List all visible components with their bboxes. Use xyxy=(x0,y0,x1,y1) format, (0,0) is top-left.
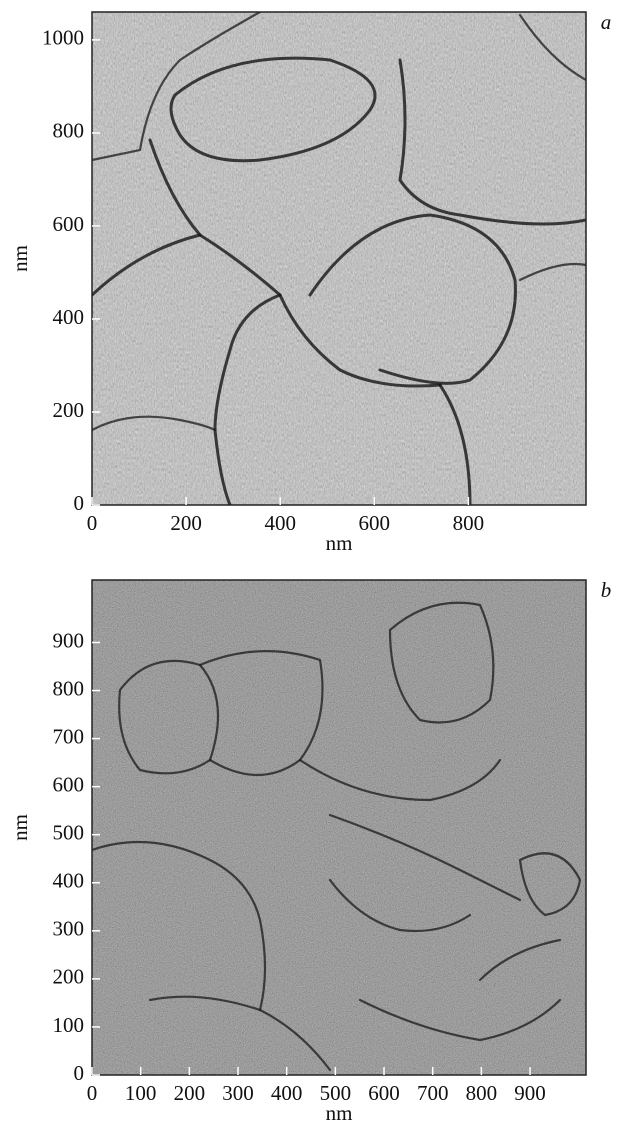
x-axis-title: nm xyxy=(326,1101,353,1125)
y-tick-label: 600 xyxy=(53,772,85,796)
y-tick-label: 0 xyxy=(74,491,85,515)
x-tick-label: 500 xyxy=(320,1081,352,1105)
y-tick-label: 200 xyxy=(53,965,85,989)
x-tick-label: 400 xyxy=(271,1081,303,1105)
grain-boundaries xyxy=(92,12,586,505)
y-tick-label: 1000 xyxy=(42,26,84,50)
x-axis-title: nm xyxy=(326,531,353,555)
y-tick-label: 300 xyxy=(53,917,85,941)
y-tick-label: 200 xyxy=(53,398,85,422)
x-tick-label: 200 xyxy=(174,1081,206,1105)
x-tick-label: 0 xyxy=(87,1081,98,1105)
y-tick-label: 700 xyxy=(53,724,85,748)
y-tick-label: 800 xyxy=(53,676,85,700)
x-tick-label: 800 xyxy=(466,1081,498,1105)
y-tick-label: 400 xyxy=(53,869,85,893)
plot-frame xyxy=(91,579,587,1076)
afm-texture xyxy=(92,580,586,1075)
x-tick-label: 400 xyxy=(264,511,296,535)
x-tick-label: 800 xyxy=(453,511,485,535)
y-tick-label: 0 xyxy=(74,1061,85,1085)
x-tick-label: 0 xyxy=(87,511,98,535)
panel-label: a xyxy=(601,10,612,34)
x-tick-label: 200 xyxy=(170,511,202,535)
x-tick-label: 700 xyxy=(417,1081,449,1105)
y-tick-label: 400 xyxy=(53,305,85,329)
panel-label: b xyxy=(601,578,612,602)
x-tick-label: 600 xyxy=(368,1081,400,1105)
y-tick-label: 800 xyxy=(53,119,85,143)
x-tick-label: 600 xyxy=(359,511,391,535)
plot-frame xyxy=(91,11,587,506)
grain-boundaries xyxy=(92,601,582,1072)
y-tick-label: 900 xyxy=(53,628,85,652)
y-axis-title: nm xyxy=(8,245,32,272)
x-tick-label: 900 xyxy=(514,1081,546,1105)
x-tick-label: 100 xyxy=(125,1081,157,1105)
y-tick-label: 500 xyxy=(53,821,85,845)
y-tick-label: 600 xyxy=(53,212,85,236)
y-tick-label: 100 xyxy=(53,1013,85,1037)
x-tick-label: 300 xyxy=(222,1081,254,1105)
y-axis-title: nm xyxy=(8,814,32,841)
